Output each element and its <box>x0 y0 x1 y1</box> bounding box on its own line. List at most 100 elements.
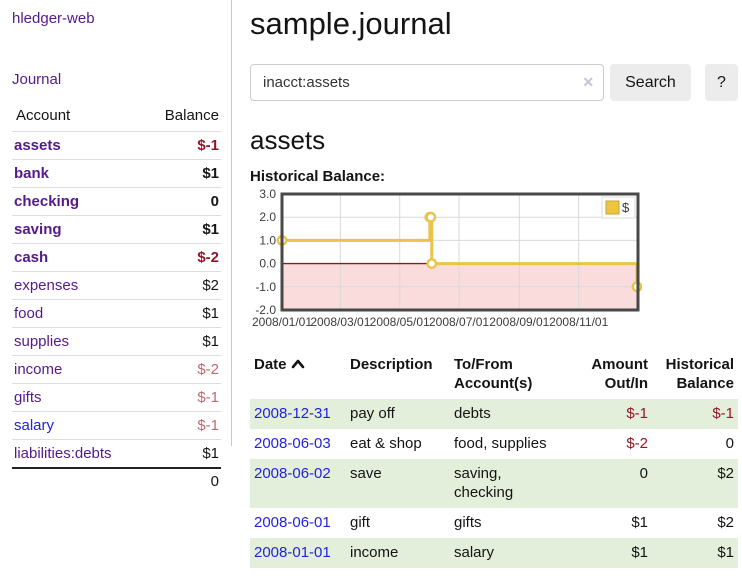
register-balance: $-1 <box>712 405 734 422</box>
account-row: saving $1 <box>12 215 221 244</box>
accounts-col-account: Account <box>16 107 71 124</box>
account-row: assets $-1 <box>12 131 221 160</box>
register-date-link[interactable]: 2008-06-01 <box>254 514 331 531</box>
register-accounts: gifts <box>454 514 482 531</box>
sort-asc-icon <box>291 359 304 369</box>
register-description: save <box>350 465 382 482</box>
legend-label: $ <box>622 200 630 215</box>
svg-text:2.0: 2.0 <box>259 210 276 224</box>
legend-swatch <box>605 200 620 215</box>
help-button[interactable]: ? <box>704 64 738 101</box>
register-date-link[interactable]: 2008-06-03 <box>254 435 331 452</box>
data-point <box>425 211 437 223</box>
account-row: salary $-1 <box>12 411 221 440</box>
account-link-liabilities-debts[interactable]: liabilities:debts <box>14 445 112 462</box>
register-balance: $2 <box>717 465 734 482</box>
sidebar-item-journal[interactable]: Journal <box>12 71 62 88</box>
register-row: 2008-06-03 eat & shop food, supplies $-2 0 <box>250 429 738 459</box>
register-date-link[interactable]: 2008-06-02 <box>254 465 331 482</box>
account-link-food[interactable]: food <box>14 305 44 322</box>
svg-text:3.0: 3.0 <box>259 189 276 201</box>
search-input[interactable] <box>250 64 605 101</box>
register-amount: $1 <box>631 544 648 561</box>
account-row: gifts $-1 <box>12 383 221 412</box>
register-row: 2008-12-31 pay off debts $-1 $-1 <box>250 399 738 429</box>
register-amount: $-1 <box>626 405 648 422</box>
register-col-date[interactable]: Date <box>250 353 346 399</box>
account-link-income[interactable]: income <box>14 361 63 378</box>
chart-legend: $ <box>601 196 636 219</box>
register-col-date-label: Date <box>254 356 287 373</box>
register-balance: 0 <box>725 435 734 452</box>
account-balance: 0 <box>210 193 219 210</box>
chart-title: Historical Balance: <box>250 168 386 185</box>
account-heading: assets <box>250 125 326 155</box>
register-description: eat & shop <box>350 435 422 452</box>
register-col-balance: Historical Balance <box>665 356 734 392</box>
svg-text:1.0: 1.0 <box>259 233 276 247</box>
register-date-link[interactable]: 2008-01-01 <box>254 544 331 561</box>
account-balance: $-1 <box>197 389 219 406</box>
svg-text:2008/11/01: 2008/11/01 <box>549 315 608 329</box>
account-row: bank $1 <box>12 159 221 188</box>
register-accounts: food, supplies <box>454 435 547 452</box>
account-balance: $1 <box>202 333 219 350</box>
svg-text:2008/09/01: 2008/09/01 <box>489 315 549 329</box>
register-balance: $2 <box>717 514 734 531</box>
account-link-gifts[interactable]: gifts <box>14 389 42 406</box>
register-row: 2008-06-02 save saving, checking 0 $2 <box>250 459 738 508</box>
register-description: income <box>350 544 399 561</box>
account-balance: $1 <box>202 445 219 462</box>
account-link-saving[interactable]: saving <box>14 221 62 238</box>
accounts-header-row: Account Balance <box>12 103 221 132</box>
accounts-total-value: 0 <box>210 473 219 490</box>
data-point <box>426 258 438 270</box>
account-link-cash[interactable]: cash <box>14 249 49 266</box>
svg-text:-2.0: -2.0 <box>255 303 276 317</box>
sidebar: hledger-web Journal Account Balance asse… <box>0 0 232 490</box>
register-col-accounts: To/From Account(s) <box>454 356 533 392</box>
svg-text:2008/05/01: 2008/05/01 <box>370 315 430 329</box>
search-button[interactable]: Search <box>610 64 691 101</box>
historical-balance-chart: $3.0 2.0 1.0 0.0 -1.0 -2.0 2008/01/01 2008/03/0… <box>250 189 738 341</box>
account-balance: $-1 <box>197 137 219 154</box>
accounts-total-row: 0 <box>12 468 221 494</box>
svg-text:2008/01/01: 2008/01/01 <box>252 315 312 329</box>
account-balance: $-1 <box>197 417 219 434</box>
register-description: gift <box>350 514 371 531</box>
register-row: 2008-06-01 gift gifts $1 $2 <box>250 508 738 538</box>
account-balance: $1 <box>202 221 219 238</box>
svg-text:0.0: 0.0 <box>259 257 276 271</box>
main-content: sample.journal ✕ Search ? assets Histori… <box>250 0 738 568</box>
app-brand-link[interactable]: hledger-web <box>12 10 95 27</box>
account-link-bank[interactable]: bank <box>14 165 50 182</box>
register-description: pay off <box>350 405 395 422</box>
register-accounts: saving, checking <box>454 465 514 501</box>
svg-text:2008/07/01: 2008/07/01 <box>429 315 489 329</box>
register-balance: $1 <box>717 544 734 561</box>
search-form: ✕ Search ? <box>250 64 738 101</box>
register-col-description: Description <box>350 356 433 373</box>
account-balance: $1 <box>202 305 219 322</box>
account-balance: $1 <box>202 165 219 182</box>
register-table: Date Description To/From Account(s) Amou… <box>250 353 738 568</box>
account-balance: $-2 <box>197 249 219 266</box>
accounts-table: Account Balance assets $-1 bank $1 checking 0… <box>12 103 221 494</box>
account-row: cash $-2 <box>12 243 221 272</box>
clear-search-icon[interactable]: ✕ <box>582 74 595 90</box>
register-row: 2008-01-01 income salary $1 $1 <box>250 538 738 568</box>
account-row: expenses $2 <box>12 271 221 300</box>
account-row: food $1 <box>12 299 221 328</box>
account-link-assets[interactable]: assets <box>14 137 61 154</box>
account-link-supplies[interactable]: supplies <box>14 333 70 350</box>
svg-text:-1.0: -1.0 <box>255 280 276 294</box>
account-link-expenses[interactable]: expenses <box>14 277 79 294</box>
accounts-col-balance: Balance <box>164 107 219 124</box>
register-date-link[interactable]: 2008-12-31 <box>254 405 331 422</box>
account-link-salary[interactable]: salary <box>14 417 55 434</box>
register-amount: 0 <box>639 465 648 482</box>
register-accounts: debts <box>454 405 491 422</box>
account-link-checking[interactable]: checking <box>14 193 80 210</box>
account-balance: $2 <box>202 277 219 294</box>
